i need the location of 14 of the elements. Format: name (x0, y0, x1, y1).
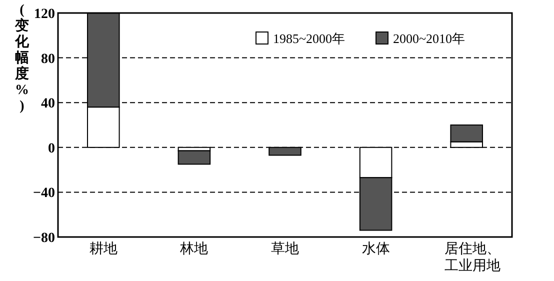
y-tick-label: −80 (33, 231, 55, 246)
legend-label: 1985~2000年 (273, 31, 346, 46)
y-tick-label: 40 (41, 96, 55, 112)
x-tick-label: 水体 (362, 241, 390, 257)
y-axis-title: (变化幅度%) (14, 3, 30, 114)
x-tick-label: 草地 (271, 241, 299, 257)
y-tick-label: 80 (41, 52, 55, 67)
y-tick-label: −40 (33, 186, 55, 202)
y-tick-label: 120 (34, 7, 55, 22)
y-tick-label: 0 (48, 141, 55, 156)
legend-label: 2000~2010年 (393, 31, 466, 46)
x-tick-label: 居住地、工业用地 (444, 241, 501, 274)
x-tick-label: 耕地 (89, 241, 118, 257)
x-tick-label: 林地 (179, 241, 208, 257)
